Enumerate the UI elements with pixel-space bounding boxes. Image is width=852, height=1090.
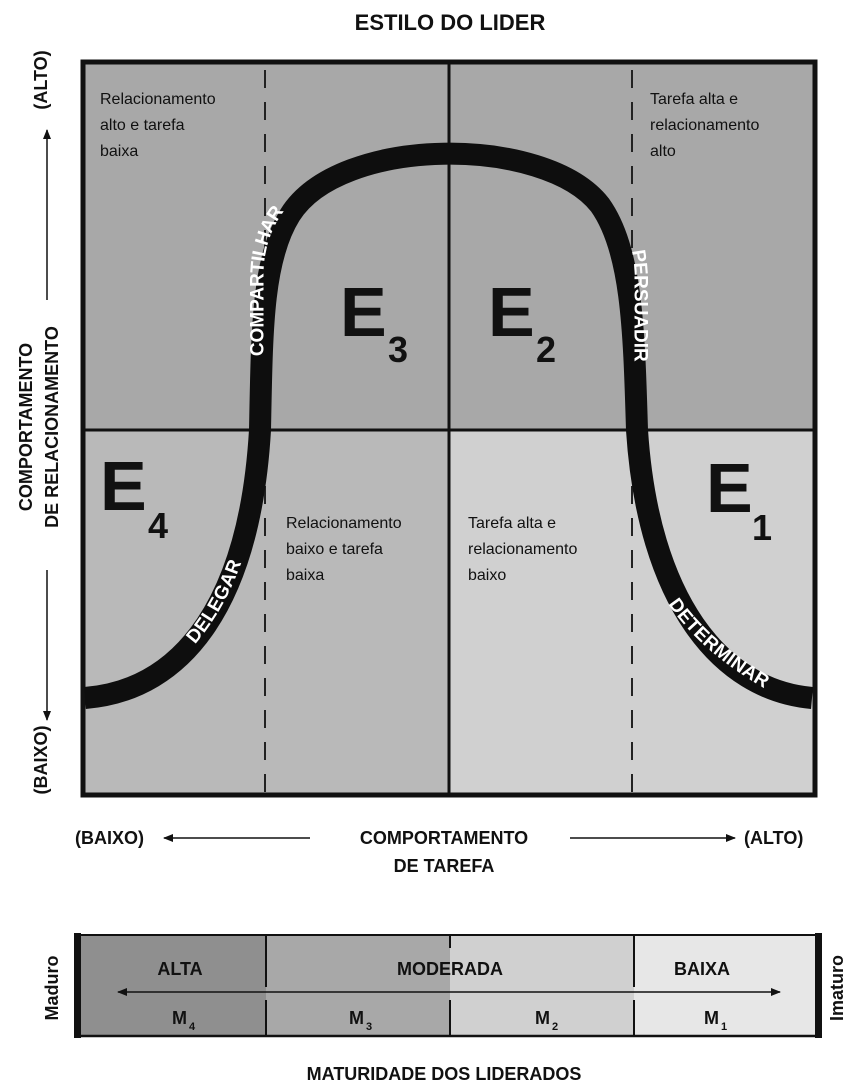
quadrant-text-bottom-right: Tarefa alta e relacionamento baixo — [468, 515, 582, 584]
y-axis-high-label: (ALTO) — [31, 50, 51, 109]
svg-text:E: E — [340, 273, 387, 351]
leadership-curve — [83, 142, 814, 709]
style-label-e2: E 2 — [488, 273, 556, 370]
svg-text:2: 2 — [552, 1021, 558, 1033]
maturity-label-m2: M 2 — [535, 1008, 558, 1033]
maturity-level-baixa: BAIXA — [674, 959, 730, 979]
x-axis-title-line1: COMPORTAMENTO — [360, 828, 528, 848]
svg-text:4: 4 — [189, 1021, 196, 1033]
svg-text:1: 1 — [721, 1021, 727, 1033]
svg-text:1: 1 — [752, 507, 772, 548]
diagram-title: ESTILO DO LIDER — [355, 10, 546, 35]
maturity-end-imaturo: Imaturo — [827, 955, 847, 1021]
svg-text:2: 2 — [536, 329, 556, 370]
svg-text:3: 3 — [388, 329, 408, 370]
svg-text:E: E — [706, 449, 753, 527]
maturity-label-m3: M 3 — [349, 1008, 372, 1033]
y-axis-title-line1: COMPORTAMENTO — [16, 343, 36, 511]
maturity-left-cap — [74, 933, 81, 1038]
quadrant-text-bottom-left: Relacionamento baixo e tarefa baixa — [286, 515, 406, 584]
maturity-segment-m1 — [634, 935, 816, 1036]
maturity-right-cap — [815, 933, 822, 1038]
svg-text:E: E — [488, 273, 535, 351]
svg-text:E: E — [100, 447, 147, 525]
svg-text:M: M — [535, 1008, 550, 1028]
style-label-e1: E 1 — [706, 449, 772, 548]
y-axis-low-label: (BAIXO) — [31, 726, 51, 795]
maturity-end-maduro: Maduro — [42, 956, 62, 1021]
maturity-segment-m2 — [450, 935, 634, 1036]
y-axis-title-line2: DE RELACIONAMENTO — [42, 326, 62, 528]
maturity-level-alta: ALTA — [157, 959, 202, 979]
maturity-label-m1: M 1 — [704, 1008, 727, 1033]
style-label-e3: E 3 — [340, 273, 408, 370]
svg-text:3: 3 — [366, 1021, 372, 1033]
svg-text:M: M — [172, 1008, 187, 1028]
quadrant-text-top-right: Tarefa alta e relacionamento alto — [650, 91, 764, 160]
svg-text:M: M — [349, 1008, 364, 1028]
style-label-e4: E 4 — [100, 447, 168, 546]
maturity-segment-m3 — [266, 935, 450, 1036]
x-axis-title-line2: DE TAREFA — [394, 856, 495, 876]
quadrant-text-top-left: Relacionamento alto e tarefa baixa — [100, 91, 220, 160]
svg-text:4: 4 — [148, 505, 168, 546]
x-axis-low-label: (BAIXO) — [75, 828, 144, 848]
maturity-label-m4: M 4 — [172, 1008, 196, 1033]
grid-border — [80, 59, 818, 798]
curve-label-persuadir: PERSUADIR — [627, 248, 651, 362]
maturity-title: MATURIDADE DOS LIDERADOS — [307, 1064, 582, 1084]
maturity-level-moderada: MODERADA — [397, 959, 503, 979]
maturity-scale: ALTA MODERADA BAIXA M 4 M 3 M 2 M 1 Madu… — [42, 933, 847, 1084]
maturity-segment-m4 — [80, 935, 266, 1036]
x-axis-high-label: (ALTO) — [744, 828, 803, 848]
svg-text:M: M — [704, 1008, 719, 1028]
